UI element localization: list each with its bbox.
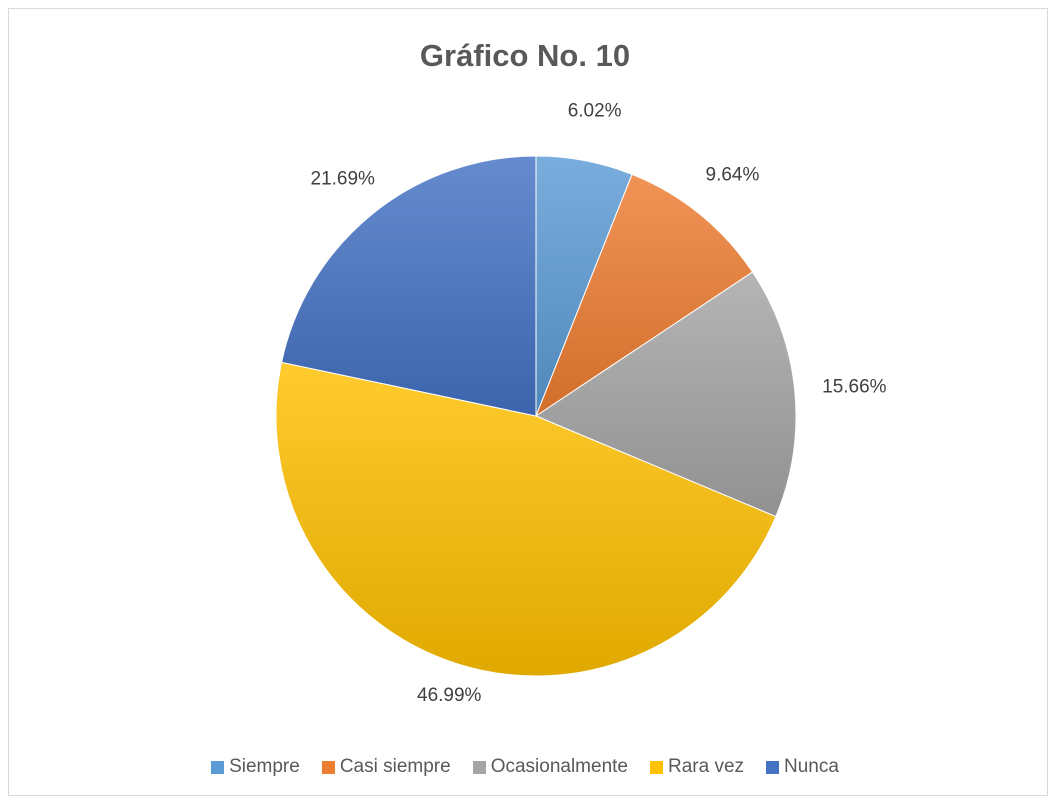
legend-item-siempre: Siempre xyxy=(211,756,300,778)
legend-item-rara-vez: Rara vez xyxy=(649,756,745,778)
data-label-nunca: 21.69% xyxy=(311,169,376,190)
chart-title: Gráfico No. 10 xyxy=(419,38,631,73)
legend-label: Rara vez xyxy=(667,756,745,777)
legend-swatch xyxy=(649,760,663,774)
legend-swatch xyxy=(321,760,335,774)
legend: Siempre Casi siempre Ocasionalmente Rara ve… xyxy=(0,756,1050,778)
data-label-ocasionalmente: 15.66% xyxy=(822,377,887,398)
pie-slice-casi-siempre[interactable] xyxy=(534,173,754,418)
legend-label: Casi siempre xyxy=(339,756,451,777)
pie-slice-nunca[interactable] xyxy=(281,155,537,417)
legend-item-nunca: Nunca xyxy=(766,756,839,778)
legend-item-ocasionalmente: Ocasionalmente xyxy=(472,756,628,778)
pie-slice-rara-vez[interactable] xyxy=(275,361,777,677)
legend-label: Nunca xyxy=(784,756,839,777)
pie-slice-ocasionalmente[interactable] xyxy=(534,271,797,518)
legend-swatch xyxy=(472,760,486,774)
legend-swatch xyxy=(766,760,780,774)
data-label-siempre: 6.02% xyxy=(568,101,622,122)
legend-label: Ocasionalmente xyxy=(490,756,628,777)
data-label-casi-siempre: 9.64% xyxy=(706,165,760,186)
legend-label: Siempre xyxy=(229,756,300,777)
data-label-rara-vez: 46.99% xyxy=(417,685,482,706)
legend-item-casi-siempre: Casi siempre xyxy=(321,756,451,778)
legend-swatch xyxy=(211,760,225,774)
